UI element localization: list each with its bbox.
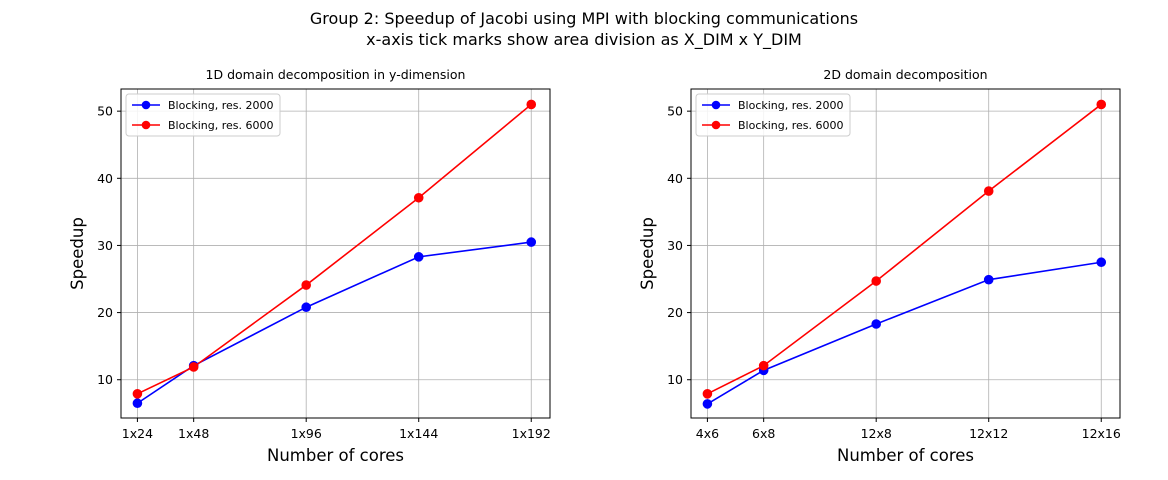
chart-1d-decomposition: 1x24 1x48 1x96 1x144 1x192 10 20 30 40 50 1D domai… [68,67,551,465]
legend: Blocking, res. 2000 Blocking, res. 6000 [695,93,851,137]
legend-box [695,93,851,137]
data-point [983,274,994,285]
y-tick-label: 20 [97,305,113,320]
data-point [301,302,311,313]
x-tick-label: 12x8 [861,426,892,441]
axes-title: 1D domain decomposition in y-dimension [206,67,466,82]
y-tick-label: 40 [97,171,113,186]
legend-marker [711,120,721,130]
data-point [413,192,424,203]
data-point [132,398,143,409]
axes-frame [120,88,551,419]
y-tick-label: 10 [667,372,683,387]
data-point [1096,257,1107,268]
figure-title-line1: Group 2: Speedup of Jacobi using MPI wit… [310,9,858,28]
data-point [413,252,424,262]
axes-frame [690,88,1121,419]
data-point [526,99,537,110]
y-tick-label: 50 [97,104,113,119]
legend-label: Blocking, res. 6000 [168,119,274,132]
data-point [871,319,881,329]
x-tick-label: 4x6 [696,426,719,441]
y-axis-label: Speedup [638,217,657,290]
chart-2d-decomposition: 4x6 6x8 12x8 12x12 12x16 10 20 30 40 50 2D domain … [638,67,1121,465]
x-tick-label: 12x16 [1082,426,1121,441]
data-point [758,360,769,371]
legend: Blocking, res. 2000 Blocking, res. 6000 [125,93,281,137]
x-tick-label: 1x96 [291,426,322,441]
x-axis-label: Number of cores [267,446,404,465]
data-point [301,280,311,290]
data-point [132,389,143,399]
x-tick-label: 1x24 [122,426,153,441]
x-tick-label: 1x48 [178,426,209,441]
legend-label: Blocking, res. 2000 [168,99,274,112]
y-tick-label: 40 [667,171,683,186]
data-point [702,399,713,409]
y-tick-label: 20 [667,305,683,320]
data-point [188,362,199,372]
data-point [871,276,881,286]
x-tick-label: 6x8 [752,426,775,441]
y-axis-label: Speedup [68,217,87,290]
legend-box [125,93,281,137]
x-tick-label: 1x192 [512,426,551,441]
x-axis-label: Number of cores [837,446,974,465]
axes-title: 2D domain decomposition [823,67,987,82]
legend-label: Blocking, res. 2000 [738,99,844,112]
data-point [983,186,994,196]
x-tick-label: 12x12 [969,426,1008,441]
data-point [526,237,537,247]
y-tick-label: 30 [97,238,113,253]
legend-marker [141,100,151,110]
figure-title-line2: x-axis tick marks show area division as … [366,30,802,50]
legend-marker [141,120,151,130]
y-tick-label: 30 [667,238,683,253]
x-tick-label: 1x144 [399,426,438,441]
y-tick-label: 10 [97,372,113,387]
y-tick-label: 50 [667,104,683,119]
legend-marker [711,100,721,110]
data-point [702,389,713,399]
legend-label: Blocking, res. 6000 [738,119,844,132]
data-point [1096,99,1107,110]
